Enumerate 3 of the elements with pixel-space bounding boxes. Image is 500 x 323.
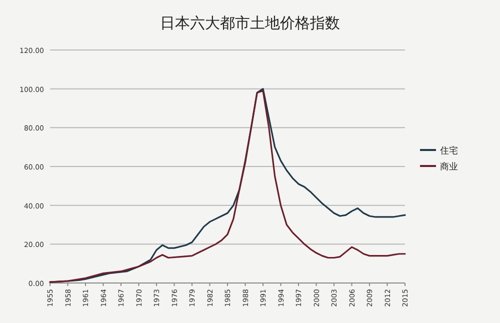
legend-label: 商业	[440, 162, 458, 172]
legend-label: 住宅	[440, 146, 458, 156]
chart-title: 日本六大都市土地价格指数	[160, 14, 340, 32]
